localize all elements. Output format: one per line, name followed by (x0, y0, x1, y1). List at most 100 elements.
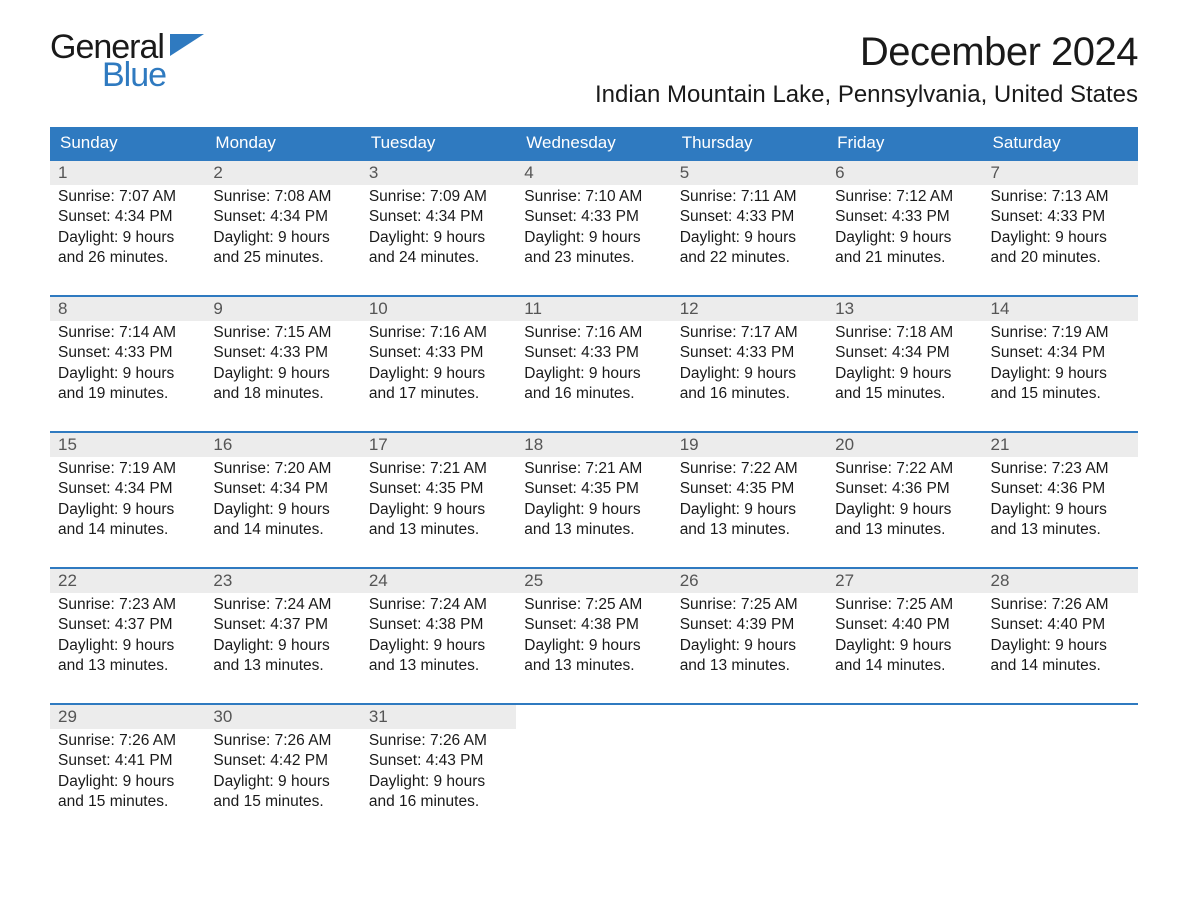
day-line-d1: Daylight: 9 hours (524, 228, 663, 248)
weekday-header: Sunday (50, 127, 205, 159)
day-content: Sunrise: 7:26 AMSunset: 4:40 PMDaylight:… (983, 593, 1138, 685)
day-line-d1: Daylight: 9 hours (680, 228, 819, 248)
day-number: 5 (672, 161, 827, 185)
week-row: 8Sunrise: 7:14 AMSunset: 4:33 PMDaylight… (50, 295, 1138, 417)
day-cell: 17Sunrise: 7:21 AMSunset: 4:35 PMDayligh… (361, 433, 516, 553)
day-line-ss: Sunset: 4:33 PM (58, 343, 197, 363)
day-line-d2: and 16 minutes. (524, 384, 663, 404)
day-cell: 30Sunrise: 7:26 AMSunset: 4:42 PMDayligh… (205, 705, 360, 825)
day-cell (983, 705, 1138, 825)
day-line-sr: Sunrise: 7:20 AM (213, 459, 352, 479)
day-content: Sunrise: 7:09 AMSunset: 4:34 PMDaylight:… (361, 185, 516, 277)
day-cell: 13Sunrise: 7:18 AMSunset: 4:34 PMDayligh… (827, 297, 982, 417)
day-content: Sunrise: 7:10 AMSunset: 4:33 PMDaylight:… (516, 185, 671, 277)
day-line-d2: and 21 minutes. (835, 248, 974, 268)
day-cell: 20Sunrise: 7:22 AMSunset: 4:36 PMDayligh… (827, 433, 982, 553)
day-line-ss: Sunset: 4:35 PM (680, 479, 819, 499)
day-cell: 11Sunrise: 7:16 AMSunset: 4:33 PMDayligh… (516, 297, 671, 417)
day-line-sr: Sunrise: 7:26 AM (213, 731, 352, 751)
day-line-d2: and 13 minutes. (524, 656, 663, 676)
day-content: Sunrise: 7:17 AMSunset: 4:33 PMDaylight:… (672, 321, 827, 413)
day-content: Sunrise: 7:22 AMSunset: 4:35 PMDaylight:… (672, 457, 827, 549)
day-cell: 4Sunrise: 7:10 AMSunset: 4:33 PMDaylight… (516, 161, 671, 281)
week-row: 15Sunrise: 7:19 AM Sunset: 4:34 PM Dayligh… (50, 431, 1138, 553)
day-line-ss: Sunset: 4:35 PM (524, 479, 663, 499)
day-line-d2: and 20 minutes. (991, 248, 1130, 268)
day-number: 12 (672, 297, 827, 321)
day-cell: 28Sunrise: 7:26 AMSunset: 4:40 PMDayligh… (983, 569, 1138, 689)
day-line-d1: Daylight: 9 hours (835, 228, 974, 248)
day-content: Sunrise: 7:15 AMSunset: 4:33 PMDaylight:… (205, 321, 360, 413)
day-content: Sunrise: 7:13 AMSunset: 4:33 PMDaylight:… (983, 185, 1138, 277)
day-number: 18 (516, 433, 671, 457)
brand-logo: General Blue (50, 30, 204, 92)
day-line-ss: Sunset: 4:38 PM (524, 615, 663, 635)
day-line-d1: Daylight: 9 hours (369, 772, 508, 792)
day-line-d2: and 16 minutes. (369, 792, 508, 812)
day-line-d1: Daylight: 9 hours (213, 364, 352, 384)
day-number: 10 (361, 297, 516, 321)
day-line-sr: Sunrise: 7:09 AM (369, 187, 508, 207)
day-line-d1: Daylight: 9 hours (58, 500, 197, 520)
weekday-header: Saturday (983, 127, 1138, 159)
day-number: 30 (205, 705, 360, 729)
brand-flag-icon (170, 34, 204, 60)
day-content: Sunrise: 7:25 AMSunset: 4:39 PMDaylight:… (672, 593, 827, 685)
day-cell: 10Sunrise: 7:16 AMSunset: 4:33 PMDayligh… (361, 297, 516, 417)
day-line-d2: and 26 minutes. (58, 248, 197, 268)
day-cell (827, 705, 982, 825)
day-content: Sunrise: 7:16 AMSunset: 4:33 PMDaylight:… (361, 321, 516, 413)
day-number: 7 (983, 161, 1138, 185)
day-line-d1: Daylight: 9 hours (680, 636, 819, 656)
day-line-ss: Sunset: 4:33 PM (991, 207, 1130, 227)
day-content: Sunrise: 7:22 AMSunset: 4:36 PMDaylight:… (827, 457, 982, 549)
day-line-sr: Sunrise: 7:21 AM (524, 459, 663, 479)
day-line-d1: Daylight: 9 hours (369, 500, 508, 520)
day-number: 9 (205, 297, 360, 321)
day-content: Sunrise: 7:07 AMSunset: 4:34 PMDaylight:… (50, 185, 205, 277)
day-content: Sunrise: 7:24 AMSunset: 4:37 PMDaylight:… (205, 593, 360, 685)
day-content: Sunrise: 7:11 AMSunset: 4:33 PMDaylight:… (672, 185, 827, 277)
day-line-sr: Sunrise: 7:19 AM (58, 459, 197, 479)
day-number: 27 (827, 569, 982, 593)
week-row: 22Sunrise: 7:23 AMSunset: 4:37 PMDayligh… (50, 567, 1138, 689)
day-line-ss: Sunset: 4:33 PM (835, 207, 974, 227)
day-number: 16 (205, 433, 360, 457)
day-line-d1: Daylight: 9 hours (991, 636, 1130, 656)
day-line-d2: and 14 minutes. (991, 656, 1130, 676)
day-line-d2: and 25 minutes. (213, 248, 352, 268)
day-number: 29 (50, 705, 205, 729)
day-line-sr: Sunrise: 7:08 AM (213, 187, 352, 207)
day-number: 14 (983, 297, 1138, 321)
day-line-d1: Daylight: 9 hours (213, 228, 352, 248)
location-subtitle: Indian Mountain Lake, Pennsylvania, Unit… (595, 81, 1138, 109)
day-cell: 5Sunrise: 7:11 AMSunset: 4:33 PMDaylight… (672, 161, 827, 281)
day-line-sr: Sunrise: 7:25 AM (524, 595, 663, 615)
day-cell: 12Sunrise: 7:17 AMSunset: 4:33 PMDayligh… (672, 297, 827, 417)
day-number: 31 (361, 705, 516, 729)
day-content: Sunrise: 7:26 AMSunset: 4:41 PMDaylight:… (50, 729, 205, 821)
day-number: 20 (827, 433, 982, 457)
day-line-sr: Sunrise: 7:07 AM (58, 187, 197, 207)
day-cell: 16Sunrise: 7:20 AMSunset: 4:34 PMDayligh… (205, 433, 360, 553)
day-line-d2: and 24 minutes. (369, 248, 508, 268)
day-cell: 19Sunrise: 7:22 AMSunset: 4:35 PMDayligh… (672, 433, 827, 553)
day-line-sr: Sunrise: 7:15 AM (213, 323, 352, 343)
week-row: 29Sunrise: 7:26 AMSunset: 4:41 PMDayligh… (50, 703, 1138, 825)
day-line-d2: and 14 minutes. (213, 520, 352, 540)
day-line-d2: and 16 minutes. (680, 384, 819, 404)
day-line-d1: Daylight: 9 hours (58, 772, 197, 792)
day-line-sr: Sunrise: 7:12 AM (835, 187, 974, 207)
day-line-sr: Sunrise: 7:25 AM (680, 595, 819, 615)
day-line-d2: and 22 minutes. (680, 248, 819, 268)
day-line-d1: Daylight: 9 hours (58, 228, 197, 248)
day-line-d2: and 13 minutes. (369, 520, 508, 540)
day-number: 15 (50, 433, 205, 457)
day-line-d1: Daylight: 9 hours (524, 500, 663, 520)
title-block: December 2024 Indian Mountain Lake, Penn… (595, 30, 1138, 109)
day-content: Sunrise: 7:25 AMSunset: 4:38 PMDaylight:… (516, 593, 671, 685)
day-line-ss: Sunset: 4:34 PM (213, 479, 352, 499)
day-line-d2: and 13 minutes. (991, 520, 1130, 540)
day-number: 11 (516, 297, 671, 321)
day-number: 17 (361, 433, 516, 457)
